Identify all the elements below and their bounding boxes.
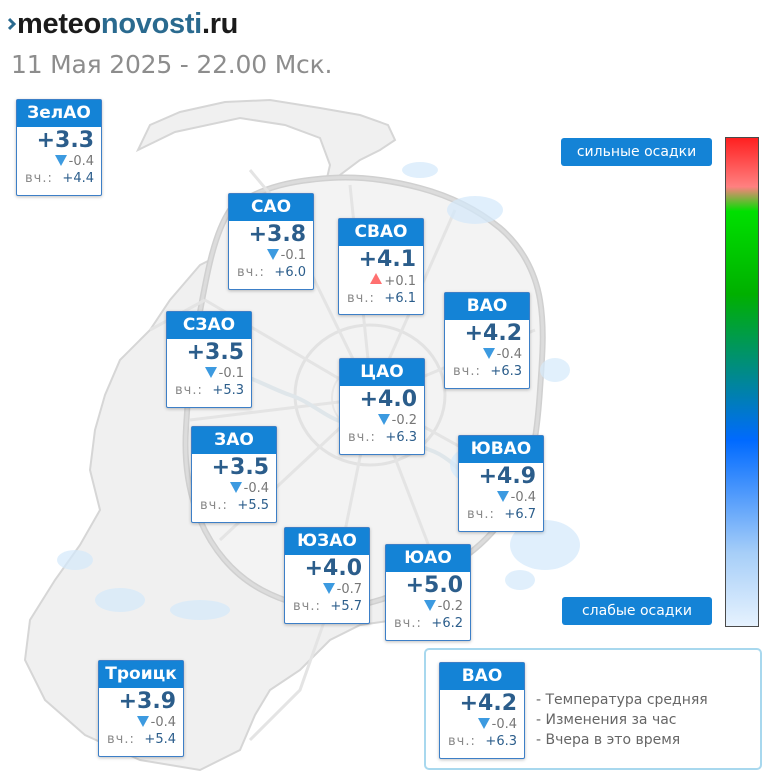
down-arrow-icon — [54, 155, 67, 166]
district-change: -0.7 — [285, 582, 369, 597]
district-name: ЗелАО — [17, 100, 101, 127]
district-change: -0.1 — [167, 366, 251, 381]
district-name: ЦАО — [340, 359, 424, 386]
district-change: +0.1 — [339, 273, 423, 289]
down-arrow-icon — [266, 249, 279, 260]
district-temperature: +4.2 — [464, 321, 522, 346]
district-yesterday: вч.: +6.3 — [448, 734, 517, 749]
district-temperature: +4.0 — [359, 387, 417, 412]
district-name: ЮВАО — [459, 436, 543, 463]
district-yesterday: вч.: +5.4 — [107, 732, 176, 747]
district-card-sao: САО +3.8 -0.1 вч.: +6.0 — [228, 193, 314, 290]
district-change: -0.2 — [340, 413, 424, 428]
district-yesterday: вч.: +5.3 — [175, 383, 244, 398]
district-yesterday: вч.: +6.0 — [237, 265, 306, 280]
district-card-yuao: ЮАО +5.0 -0.2 вч.: +6.2 — [385, 544, 471, 641]
district-card-vao: ВАО +4.2 -0.4 вч.: +6.3 — [444, 292, 530, 389]
district-change: -0.4 — [17, 154, 101, 169]
district-temperature: +4.9 — [478, 464, 536, 489]
district-temperature: +4.1 — [358, 247, 416, 272]
district-card-szao: СЗАО +3.5 -0.1 вч.: +5.3 — [166, 311, 252, 408]
district-card-zelao: ЗелАО +3.3 -0.4 вч.: +4.4 — [16, 99, 102, 196]
district-card-zao: ЗАО +3.5 -0.4 вч.: +5.5 — [191, 426, 277, 523]
legend-box: ВАО +4.2 -0.4 вч.: +6.3 - Температура сре… — [424, 648, 762, 770]
district-name: СЗАО — [167, 312, 251, 339]
legend-line-change: - Изменения за час — [536, 712, 677, 728]
district-change: -0.4 — [445, 347, 529, 362]
district-temperature: +4.0 — [304, 556, 362, 581]
legend-descriptions: - Температура средняя - Изменения за час… — [536, 690, 708, 750]
district-temperature: +3.8 — [248, 222, 306, 247]
district-yesterday: вч.: +6.3 — [453, 364, 522, 379]
scale-label-light: слабые осадки — [562, 597, 712, 625]
precipitation-scale-bar — [725, 137, 759, 627]
district-name: ВАО — [445, 293, 529, 320]
district-yesterday: вч.: +6.2 — [394, 616, 463, 631]
mkad-ring — [184, 176, 545, 610]
district-yesterday: вч.: +6.1 — [347, 291, 416, 306]
logo-part-meteo: meteo — [17, 8, 101, 40]
district-yesterday: вч.: +6.3 — [348, 430, 417, 445]
district-yesterday: вч.: +6.7 — [467, 507, 536, 522]
legend-line-temperature: - Температура средняя — [536, 692, 708, 708]
district-card-yuzao: ЮЗАО +4.0 -0.7 вч.: +5.7 — [284, 527, 370, 624]
logo-chevron-icon — [8, 17, 16, 31]
district-temperature: +3.5 — [211, 455, 269, 480]
down-arrow-icon — [377, 414, 390, 425]
district-temperature: +4.2 — [459, 691, 517, 716]
district-name: ЮАО — [386, 545, 470, 572]
district-name: ЮЗАО — [285, 528, 369, 555]
district-change: -0.1 — [229, 248, 313, 263]
legend-sample-card: ВАО +4.2 -0.4 вч.: +6.3 — [439, 662, 525, 759]
forecast-datetime: 11 Мая 2025 - 22.00 Мск. — [11, 50, 333, 79]
scale-label-heavy: сильные осадки — [561, 138, 712, 166]
district-yesterday: вч.: +5.5 — [200, 498, 269, 513]
header: meteo novosti .ru 11 Мая 2025 - 22.00 Мск. — [8, 8, 332, 79]
logo-part-domain: .ru — [201, 8, 239, 40]
district-card-cao: ЦАО +4.0 -0.2 вч.: +6.3 — [339, 358, 425, 455]
down-arrow-icon — [477, 718, 490, 729]
down-arrow-icon — [204, 367, 217, 378]
district-card-yuvao: ЮВАО +4.9 -0.4 вч.: +6.7 — [458, 435, 544, 532]
district-yesterday: вч.: +5.7 — [293, 599, 362, 614]
district-temperature: +5.0 — [405, 573, 463, 598]
down-arrow-icon — [482, 348, 495, 359]
district-card-troitsk: Троицк +3.9 -0.4 вч.: +5.4 — [98, 660, 184, 757]
district-temperature: +3.3 — [36, 128, 94, 153]
district-temperature: +3.5 — [186, 340, 244, 365]
district-change: -0.4 — [99, 715, 183, 730]
up-arrow-icon — [370, 273, 383, 284]
down-arrow-icon — [322, 583, 335, 594]
district-change: -0.2 — [386, 599, 470, 614]
district-card-svao: СВАО +4.1 +0.1 вч.: +6.1 — [338, 218, 424, 315]
district-name: СВАО — [339, 219, 423, 246]
site-logo[interactable]: meteo novosti .ru — [8, 8, 332, 40]
district-yesterday: вч.: +4.4 — [25, 171, 94, 186]
district-name: САО — [229, 194, 313, 221]
district-name: Троицк — [99, 661, 183, 688]
down-arrow-icon — [136, 716, 149, 727]
logo-part-novosti: novosti — [100, 8, 202, 40]
down-arrow-icon — [496, 491, 509, 502]
district-change: -0.4 — [440, 717, 524, 732]
down-arrow-icon — [229, 482, 242, 493]
district-name: ЗАО — [192, 427, 276, 454]
legend-line-yesterday: - Вчера в это время — [536, 732, 681, 748]
district-name: ВАО — [440, 663, 524, 690]
down-arrow-icon — [423, 600, 436, 611]
district-change: -0.4 — [459, 490, 543, 505]
district-temperature: +3.9 — [118, 689, 176, 714]
district-change: -0.4 — [192, 481, 276, 496]
